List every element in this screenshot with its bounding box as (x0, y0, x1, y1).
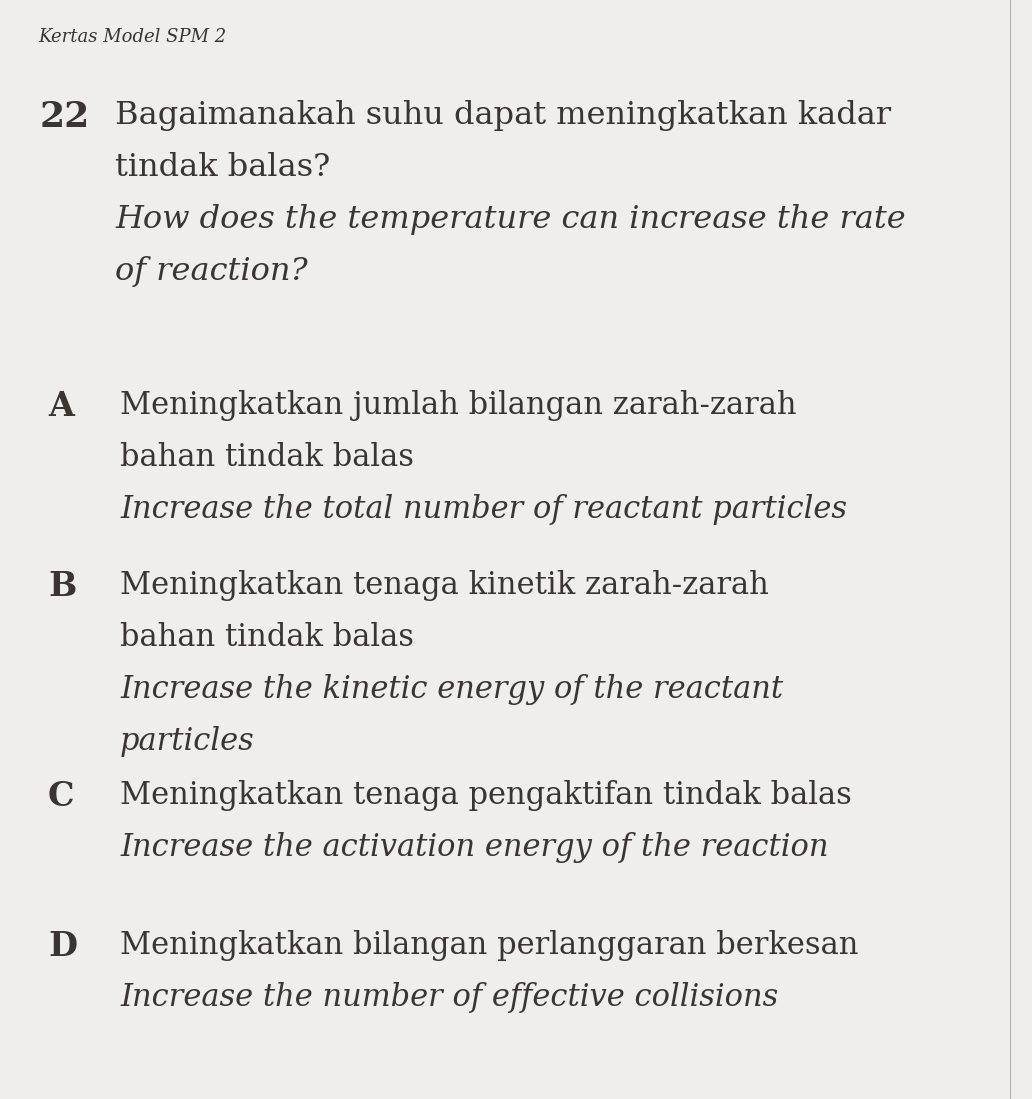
Text: A: A (49, 390, 74, 423)
Text: bahan tindak balas: bahan tindak balas (120, 622, 414, 653)
Text: B: B (49, 570, 76, 603)
Text: Bagaimanakah suhu dapat meningkatkan kadar: Bagaimanakah suhu dapat meningkatkan kad… (115, 100, 891, 131)
Text: Meningkatkan jumlah bilangan zarah-zarah: Meningkatkan jumlah bilangan zarah-zarah (120, 390, 797, 421)
Text: of reaction?: of reaction? (115, 256, 308, 287)
Text: Increase the total number of reactant particles: Increase the total number of reactant pa… (120, 493, 847, 525)
Text: D: D (49, 930, 77, 963)
Text: Meningkatkan tenaga kinetik zarah-zarah: Meningkatkan tenaga kinetik zarah-zarah (120, 570, 769, 601)
Text: 22: 22 (40, 100, 90, 134)
Text: particles: particles (120, 726, 255, 757)
Text: Increase the kinetic energy of the reactant: Increase the kinetic energy of the react… (120, 674, 783, 704)
Text: tindak balas?: tindak balas? (115, 152, 330, 184)
Text: Increase the activation energy of the reaction: Increase the activation energy of the re… (120, 832, 829, 863)
Text: Kertas Model SPM 2: Kertas Model SPM 2 (38, 27, 226, 46)
Text: Increase the number of effective collisions: Increase the number of effective collisi… (120, 983, 778, 1013)
Text: bahan tindak balas: bahan tindak balas (120, 442, 414, 473)
Text: Meningkatkan bilangan perlanggaran berkesan: Meningkatkan bilangan perlanggaran berke… (120, 930, 859, 961)
Text: How does the temperature can increase the rate: How does the temperature can increase th… (115, 204, 906, 235)
Text: C: C (49, 780, 74, 813)
Text: Meningkatkan tenaga pengaktifan tindak balas: Meningkatkan tenaga pengaktifan tindak b… (120, 780, 851, 811)
